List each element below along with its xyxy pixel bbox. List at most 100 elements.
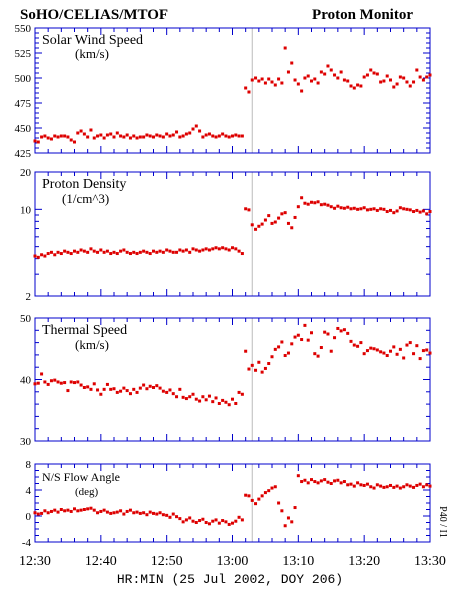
data-point [369, 68, 373, 72]
y-tick-label: 425 [15, 148, 32, 160]
data-point [125, 250, 129, 254]
data-point [395, 209, 399, 213]
panel-title: Solar Wind Speed [42, 33, 143, 48]
data-point [122, 512, 126, 516]
data-point [398, 206, 402, 210]
data-point [382, 351, 386, 355]
data-point [125, 389, 129, 393]
data-point [128, 392, 132, 396]
data-point [227, 522, 231, 526]
data-point [326, 332, 330, 336]
data-point [402, 207, 406, 211]
y-tick-label: 475 [15, 98, 32, 110]
data-point [290, 226, 294, 230]
data-point [352, 343, 356, 347]
data-point [425, 483, 429, 487]
data-point [79, 248, 83, 252]
data-point [405, 80, 409, 84]
data-point [300, 480, 304, 484]
data-point [352, 484, 356, 488]
data-point [122, 386, 126, 390]
data-point [184, 518, 188, 522]
data-point [53, 253, 57, 257]
data-point [175, 395, 179, 399]
data-point [76, 509, 80, 513]
data-point [319, 479, 323, 483]
data-point [132, 511, 136, 515]
data-point [254, 76, 258, 80]
data-point [339, 206, 343, 210]
data-point [178, 135, 182, 139]
data-point [379, 350, 383, 354]
data-point [316, 354, 320, 358]
data-point [161, 513, 165, 517]
data-point [178, 517, 182, 521]
data-point [382, 79, 386, 83]
data-point [263, 81, 267, 85]
y-tick-label: -4 [22, 537, 32, 549]
data-point [257, 497, 261, 501]
data-point [79, 383, 83, 387]
data-point [365, 73, 369, 77]
data-point [211, 519, 215, 523]
data-point [119, 389, 123, 393]
data-point [313, 352, 317, 356]
data-point [181, 134, 185, 138]
data-point [392, 485, 396, 489]
data-point [356, 344, 360, 348]
data-point [369, 346, 373, 350]
data-point [102, 136, 106, 140]
data-point [102, 508, 106, 512]
x-axis: 12:30 12:40 12:50 13:00 13:10 13:20 13:30 [19, 554, 446, 569]
data-point [92, 249, 96, 253]
data-point [86, 507, 90, 511]
data-point [178, 387, 182, 391]
data-point [316, 481, 320, 485]
data-point [296, 82, 300, 86]
data-point [214, 396, 218, 400]
data-point [260, 222, 264, 226]
data-point [300, 338, 304, 342]
data-point [237, 134, 241, 138]
data-point [171, 512, 175, 516]
data-point [165, 132, 169, 136]
data-point [168, 249, 172, 253]
data-point [293, 506, 297, 510]
data-point [339, 481, 343, 485]
y-tick-label: 0 [26, 511, 32, 523]
data-point [89, 247, 93, 251]
data-point [53, 378, 57, 382]
data-point [165, 248, 169, 252]
data-point [339, 70, 343, 74]
data-point [237, 390, 241, 394]
data-point [277, 216, 281, 220]
data-point [155, 133, 159, 137]
data-point [270, 355, 274, 359]
data-point [112, 387, 116, 391]
data-point [142, 249, 146, 253]
data-point [263, 218, 267, 222]
data-point [207, 132, 211, 136]
data-point [122, 248, 126, 252]
y-tick-label: 500 [15, 73, 32, 85]
data-point [257, 360, 261, 364]
data-point [221, 132, 225, 136]
data-point [191, 127, 195, 131]
data-point [316, 81, 320, 85]
data-point [194, 397, 198, 401]
data-point [184, 397, 188, 401]
panel-2: 2 10 20 Proton Density(1/cm^3) [20, 167, 432, 303]
x-tick-label: 12:50 [151, 554, 183, 569]
data-point [56, 510, 60, 514]
data-point [198, 399, 202, 403]
data-point [283, 354, 287, 358]
data-point [125, 133, 129, 137]
data-point [132, 134, 136, 138]
data-point [250, 363, 254, 367]
y-tick-label: 30 [20, 436, 32, 448]
data-point [217, 247, 221, 251]
data-point [145, 387, 149, 391]
data-point [280, 340, 284, 344]
data-point [349, 339, 353, 343]
